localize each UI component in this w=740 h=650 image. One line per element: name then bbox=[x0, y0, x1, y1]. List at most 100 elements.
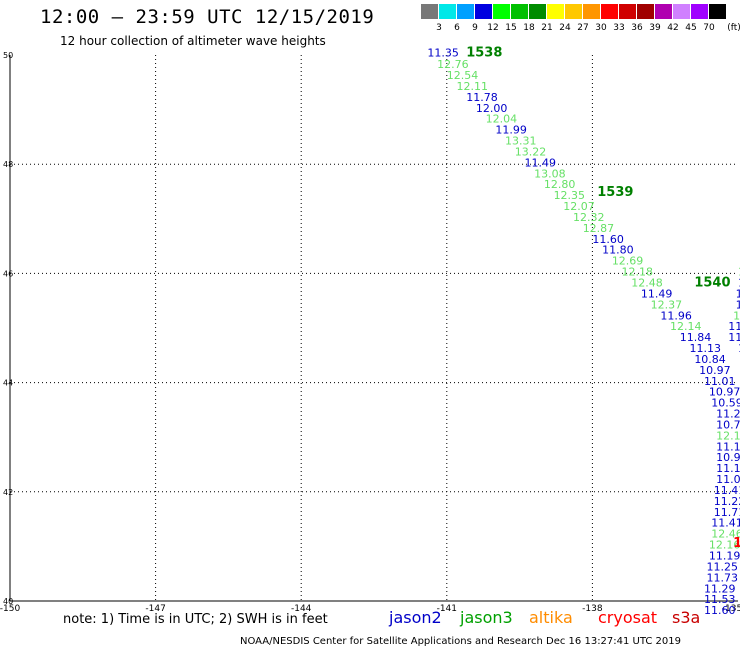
wave-height-point: 11.49 bbox=[641, 287, 673, 300]
x-tick-label: -138 bbox=[582, 604, 603, 614]
wave-height-point: 11.41 bbox=[711, 517, 740, 530]
satellite-legend-altika: altika bbox=[529, 608, 573, 627]
legend-note: note: 1) Time is in UTC; 2) SWH is in fe… bbox=[63, 612, 328, 627]
wave-height-point: 11.25 bbox=[706, 560, 738, 573]
color-scale-label: 36 bbox=[631, 23, 643, 33]
y-tick-label: 46 bbox=[3, 269, 13, 278]
color-swatch bbox=[673, 4, 690, 19]
satellite-legend-jason2: jason2 bbox=[389, 608, 442, 627]
x-tick-label: -144 bbox=[291, 604, 312, 614]
color-scale-label: 3 bbox=[436, 23, 442, 33]
color-scale-label: 42 bbox=[667, 23, 679, 33]
color-swatch bbox=[583, 4, 600, 19]
wave-height-point: 13.08 bbox=[534, 167, 566, 180]
satellite-legend-cryosat: cryosat bbox=[598, 608, 658, 627]
wave-height-point: 11.73 bbox=[706, 571, 738, 584]
color-swatch bbox=[691, 4, 708, 19]
wave-height-point: 12.87 bbox=[583, 222, 615, 235]
wave-height-point: 11.41 bbox=[714, 484, 740, 497]
track-label: 1540 bbox=[694, 276, 730, 291]
satellite-legend-s3a: s3a bbox=[672, 608, 701, 627]
wave-height-point: 12.14 bbox=[670, 320, 702, 333]
wave-height-point: 11.31 bbox=[728, 331, 740, 344]
wave-height-point: 11.03 bbox=[716, 473, 740, 486]
wave-height-point: 12.07 bbox=[563, 200, 595, 213]
y-tick-label: 50 bbox=[3, 51, 13, 60]
color-swatch bbox=[601, 4, 618, 19]
wave-height-point: 12.18 bbox=[622, 266, 654, 279]
wave-height-point: 13.31 bbox=[505, 135, 537, 148]
color-scale-label: 39 bbox=[649, 23, 661, 33]
color-swatch bbox=[421, 4, 438, 19]
wave-height-point: 10.84 bbox=[694, 353, 726, 366]
color-swatch bbox=[619, 4, 636, 19]
wave-height-point: 13 bbox=[733, 309, 740, 322]
wave-height-point: 11.20 bbox=[716, 408, 740, 421]
color-swatch bbox=[655, 4, 672, 19]
wave-height-point: 12.12 bbox=[716, 429, 740, 442]
wave-height-point: 11.99 bbox=[495, 124, 527, 137]
color-swatch bbox=[565, 4, 582, 19]
wave-height-point: 12.04 bbox=[486, 113, 518, 126]
wave-height-point: 12.37 bbox=[651, 298, 683, 311]
wave-height-point: 12.32 bbox=[573, 211, 605, 224]
color-scale-label: 70 bbox=[703, 23, 715, 33]
wave-height-point: 11.01 bbox=[704, 375, 736, 388]
x-tick-label: -147 bbox=[145, 604, 165, 614]
wave-height-point: 11.96 bbox=[660, 309, 692, 322]
y-tick-label: 48 bbox=[3, 160, 13, 169]
color-swatch bbox=[475, 4, 492, 19]
color-scale-label: 15 bbox=[505, 23, 517, 33]
wave-height-point: 12.00 bbox=[476, 102, 508, 115]
track-label: 19 bbox=[733, 536, 740, 551]
wave-height-point: 11.60 bbox=[592, 233, 624, 246]
wave-height-point: 11.60 bbox=[704, 604, 736, 617]
wave-height-point: 11.62 bbox=[736, 298, 740, 311]
color-scale-label: 18 bbox=[523, 23, 535, 33]
satellite-legend-jason3: jason3 bbox=[460, 608, 513, 627]
wave-height-point: 12.48 bbox=[631, 277, 663, 290]
color-swatch bbox=[709, 4, 726, 19]
wave-height-point: 11.20 bbox=[728, 320, 740, 333]
wave-height-point: 11.35 bbox=[427, 47, 459, 60]
wave-height-point: 11.79 bbox=[738, 277, 740, 290]
wave-height-point: 13.22 bbox=[515, 145, 547, 158]
color-scale-label: 21 bbox=[541, 23, 553, 33]
wave-height-point: 12.79 bbox=[738, 266, 740, 279]
color-scale-label: 12 bbox=[487, 23, 499, 33]
wave-height-point: 11.84 bbox=[680, 331, 712, 344]
color-scale-label: 6 bbox=[454, 23, 460, 33]
color-scale-label: 27 bbox=[577, 23, 589, 33]
x-tick-label: -141 bbox=[437, 604, 457, 614]
wave-height-point: 10.71 bbox=[716, 418, 740, 431]
wave-height-point: 12.76 bbox=[437, 58, 469, 71]
track-label: 1539 bbox=[597, 185, 633, 200]
footer-credit: NOAA/NESDIS Center for Satellite Applica… bbox=[240, 636, 682, 647]
track-label: 1538 bbox=[466, 46, 502, 61]
chart-subtitle: 12 hour collection of altimeter wave hei… bbox=[60, 34, 326, 48]
color-scale-label: 30 bbox=[595, 23, 607, 33]
wave-height-point: 12.80 bbox=[544, 178, 576, 191]
color-scale-label: 24 bbox=[559, 23, 571, 33]
wave-height-point: 10.97 bbox=[709, 386, 740, 399]
wave-height-point: 11.71 bbox=[714, 506, 740, 519]
color-swatch bbox=[511, 4, 528, 19]
wave-height-point: 11.22 bbox=[714, 495, 740, 508]
color-swatch bbox=[439, 4, 456, 19]
wave-height-point: 11.78 bbox=[466, 91, 498, 104]
wave-height-point: 12.46 bbox=[711, 528, 740, 541]
wave-height-point: 11.80 bbox=[602, 244, 634, 257]
y-tick-label: 40 bbox=[3, 597, 13, 606]
wave-height-point: 12.54 bbox=[447, 69, 479, 82]
color-swatch bbox=[547, 4, 564, 19]
color-swatch bbox=[493, 4, 510, 19]
wave-height-point: 10.93 bbox=[716, 451, 740, 464]
wave-height-point: 12.11 bbox=[457, 80, 489, 93]
wave-height-point: 11.2 bbox=[738, 342, 740, 355]
wave-height-point: 12.16 bbox=[709, 539, 740, 552]
wave-height-point: 11.18 bbox=[716, 462, 740, 475]
wave-height-point: 11.49 bbox=[524, 156, 556, 169]
wave-height-point: 10.97 bbox=[699, 364, 731, 377]
chart-title: 12:00 – 23:59 UTC 12/15/2019 bbox=[40, 6, 375, 28]
